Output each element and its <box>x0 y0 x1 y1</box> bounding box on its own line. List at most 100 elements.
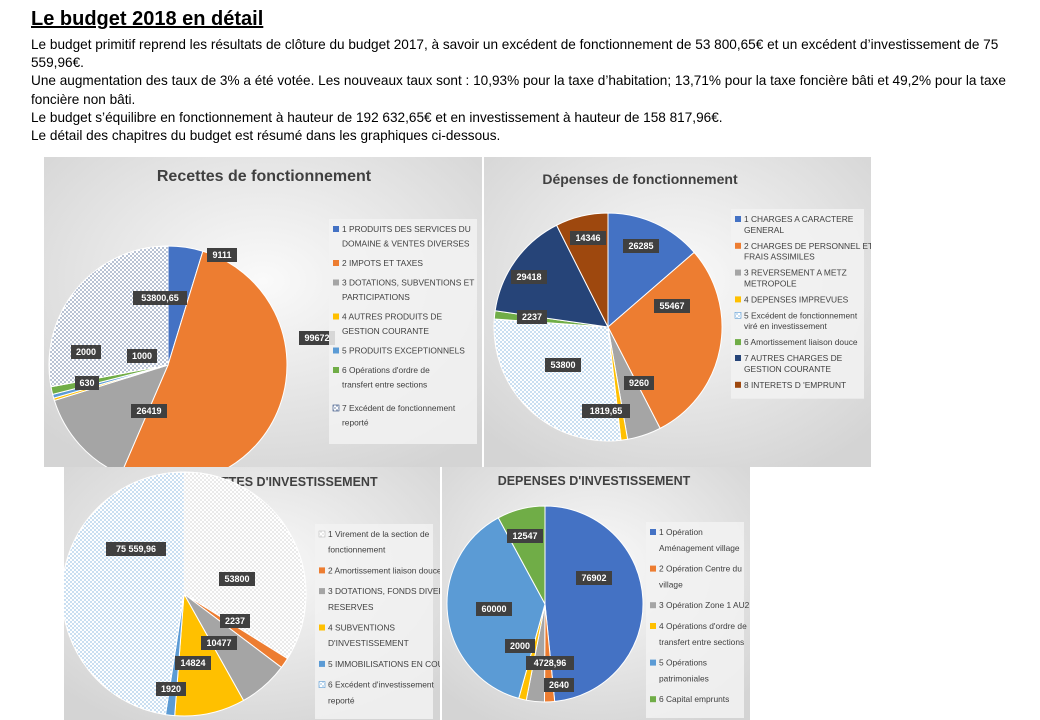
legend-item: 2 CHARGES DE PERSONNEL ET FRAIS ASSIMILES <box>744 241 871 262</box>
data-label-box <box>127 349 157 363</box>
data-label: 630 <box>75 376 99 390</box>
data-label-text: 4728,96 <box>534 658 567 668</box>
legend-item: 3 DOTATIONS, FONDS DIVERS ETRESERVES <box>328 586 440 612</box>
data-label-text: 14824 <box>180 658 205 668</box>
legend-item: 8 INTERETS D 'EMPRUNT <box>744 380 846 390</box>
data-label: 2000 <box>505 639 535 653</box>
data-label-text: 2237 <box>522 312 542 322</box>
legend-item: 4 SUBVENTIONS D'INVESTISSEMENT <box>328 623 409 649</box>
legend-swatch <box>333 313 339 320</box>
data-label-box <box>133 291 187 305</box>
legend-swatch <box>333 367 339 373</box>
data-label-text: 53800,65 <box>141 293 179 303</box>
intro-paragraph: Le budget primitif reprend les résultats… <box>31 37 999 71</box>
legend-item: 3 REVERSEMENT A METZ METROPOLE <box>744 268 847 289</box>
data-label-box <box>582 404 630 418</box>
legend-item: 1 Virement de la section de fonctionnemen… <box>328 529 430 555</box>
legend-swatch <box>319 660 325 667</box>
legend-item: 5 PRODUITS EXCEPTIONNELS <box>342 346 465 356</box>
legend-swatch <box>735 216 741 222</box>
data-label: 12547 <box>507 529 543 543</box>
legend-swatch <box>333 260 339 266</box>
legend-item: 2 Amortissement liaison douce <box>328 565 440 575</box>
legend-item: 1 CHARGES A CARACTERE GENERAL <box>744 214 854 235</box>
data-label: 14346 <box>570 231 606 245</box>
chart-recettes-investissement: RECETTES D'INVESTISSEMENT 53800 2237 10477 1… <box>64 467 440 720</box>
legend-swatch <box>650 602 656 609</box>
legend-swatch <box>650 696 656 703</box>
data-label: 1000 <box>127 349 157 363</box>
data-label-box <box>175 656 211 670</box>
legend-swatch <box>333 226 339 232</box>
data-label: 1819,65 <box>582 404 630 418</box>
data-label-box <box>505 639 535 653</box>
data-label: 2640 <box>544 678 574 692</box>
legend-swatch <box>735 339 741 346</box>
legend-item: 1 Opération Aménagement village <box>659 527 740 553</box>
data-label-box <box>201 636 237 650</box>
legend-swatch <box>650 565 656 572</box>
data-label: 53800,65 <box>133 291 187 305</box>
legend-swatch <box>735 242 741 249</box>
data-label: 14824 <box>175 656 211 670</box>
data-label-box <box>156 682 186 696</box>
legend-item: 2 IMPOTS ET TAXES <box>342 258 423 268</box>
data-label: 26285 <box>623 239 659 253</box>
chart-recettes-fonctionnement: Recettes de fonctionnement 9111 99672 26419… <box>44 157 482 467</box>
data-label-box <box>511 270 547 284</box>
legend-item: 2 Opération Centre du village <box>659 564 742 590</box>
data-label-box <box>526 656 574 670</box>
data-label: 29418 <box>511 270 547 284</box>
data-label-box <box>654 299 690 313</box>
data-label-text: 10477 <box>206 638 231 648</box>
data-label-text: 2000 <box>76 347 96 357</box>
chart-svg: Dépenses de fonctionnement 26285 55467 9260… <box>484 157 871 467</box>
legend-swatch <box>318 681 326 688</box>
legend-swatch <box>650 659 656 666</box>
data-label-box <box>220 614 250 628</box>
chart-title: DEPENSES D'INVESTISSEMENT <box>498 474 691 488</box>
data-label-box <box>545 358 581 372</box>
data-label: 99672 <box>299 331 335 345</box>
pie-slice <box>183 471 307 660</box>
intro-paragraph: Une augmentation des taux de 3% a été vo… <box>31 73 1006 107</box>
data-label-box <box>207 248 237 262</box>
data-label: 2237 <box>517 310 547 324</box>
data-label-text: 53800 <box>224 574 249 584</box>
data-label-text: 12547 <box>512 531 537 541</box>
data-label: 76902 <box>576 571 612 585</box>
legend-box <box>315 524 433 719</box>
data-label-text: 26285 <box>628 241 653 251</box>
legend-swatch <box>734 312 742 319</box>
legend-swatch <box>333 347 339 354</box>
data-label: 53800 <box>545 358 581 372</box>
legend-swatch <box>332 404 340 412</box>
data-label: 4728,96 <box>526 656 574 670</box>
pie-slice <box>64 471 185 716</box>
data-label-box <box>75 376 99 390</box>
legend-item: 4 Opérations d'ordre de transfert entre s… <box>659 621 747 647</box>
data-label-text: 60000 <box>481 604 506 614</box>
legend-item: 7 Excédent de fonctionnement reporté <box>342 403 456 428</box>
data-label-text: 2640 <box>549 680 569 690</box>
data-label-box <box>623 239 659 253</box>
data-label: 75 559,96 <box>106 542 166 556</box>
legend-swatch <box>333 279 339 286</box>
data-label-box <box>544 678 574 692</box>
legend-item: 7 AUTRES CHARGES DE GESTION COURANTE <box>744 353 843 374</box>
legend-item: 4 AUTRES PRODUITS DE GESTION COURANTE <box>342 312 442 337</box>
data-label-text: 2000 <box>510 641 530 651</box>
data-label-text: 1000 <box>132 351 152 361</box>
legend-item: 6 Amortissement liaison douce <box>744 337 858 347</box>
data-label-text: 55467 <box>659 301 684 311</box>
data-label: 1920 <box>156 682 186 696</box>
page-title: Le budget 2018 en détail <box>31 8 264 30</box>
chart-svg: DEPENSES D'INVESTISSEMENT 76902 2640 4728,9… <box>442 467 750 720</box>
data-label-box <box>576 571 612 585</box>
data-label-text: 9260 <box>629 378 649 388</box>
data-label-text: 2237 <box>225 616 245 626</box>
intro-paragraph: Le budget s’équilibre en fonctionnement … <box>31 109 723 125</box>
chart-svg: Recettes de fonctionnement 9111 99672 26419… <box>44 157 482 467</box>
data-label-box <box>219 572 255 586</box>
intro-paragraph: Le détail des chapitres du budget est ré… <box>31 128 501 144</box>
